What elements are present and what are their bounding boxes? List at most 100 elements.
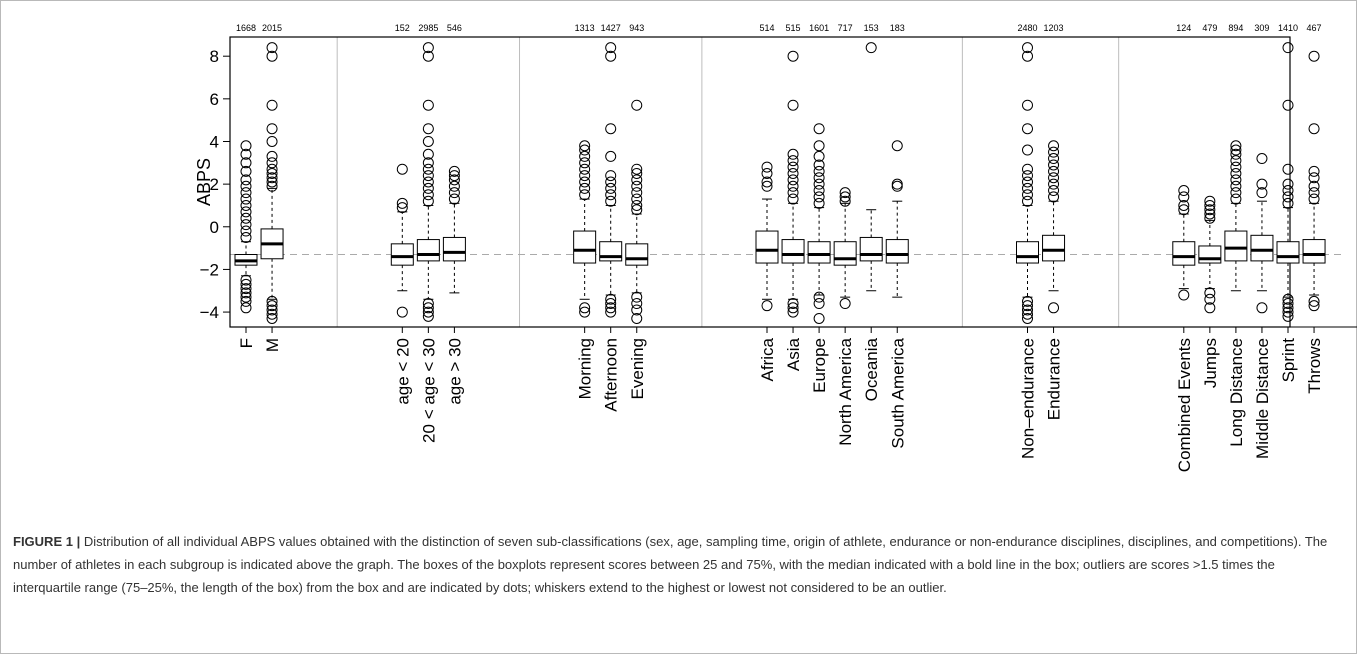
outlier-point (813, 197, 825, 209)
box-f: 1668 F (234, 23, 258, 348)
outlier-point (1048, 302, 1060, 314)
outlier-point (1308, 165, 1320, 177)
outlier-point (1282, 302, 1294, 314)
outlier-point (422, 298, 434, 310)
category-label: Jumps (1201, 338, 1220, 388)
outlier-point (813, 165, 825, 177)
count-label: 1427 (601, 23, 621, 33)
outlier-point (240, 187, 252, 199)
outlier-point (240, 193, 252, 205)
outlier-point (1308, 300, 1320, 312)
outlier-point (448, 187, 460, 199)
outlier-point (266, 312, 278, 324)
box-iqr (833, 241, 857, 266)
outlier-point (1022, 163, 1033, 175)
count-label: 514 (759, 23, 774, 33)
outlier-point (1204, 199, 1216, 211)
box-iqr (390, 243, 414, 266)
outlier-point (1256, 178, 1268, 190)
outlier-point (422, 123, 434, 135)
outlier-point (865, 42, 877, 54)
y-axis-label: ABPS (194, 158, 214, 206)
count-label: 479 (1202, 23, 1217, 33)
outlier-point (605, 182, 617, 194)
outlier-point (422, 99, 434, 111)
outlier-point (605, 306, 617, 318)
outlier-point (1178, 185, 1190, 197)
outlier-point (422, 50, 434, 62)
outlier-point (813, 298, 825, 310)
outlier-point (1230, 140, 1242, 152)
outlier-point (1256, 187, 1268, 199)
box-iqr (1198, 245, 1222, 264)
outlier-point (266, 157, 278, 169)
caption-text: Distribution of all individual ABPS valu… (13, 534, 1328, 595)
outlier-point (1022, 312, 1033, 324)
outlier-point (761, 167, 773, 179)
box-africa: 514 Africa (755, 23, 779, 381)
count-label: 1668 (236, 23, 256, 33)
outlier-point (579, 140, 591, 152)
outlier-point (240, 219, 252, 231)
outlier-point (422, 135, 434, 147)
outlier-point (240, 283, 252, 295)
outlier-point (631, 99, 643, 111)
outlier-point (1204, 204, 1216, 216)
outlier-point (422, 42, 434, 54)
y-tick-label: 0 (210, 218, 219, 237)
outlier-point (813, 123, 825, 135)
outlier-point (813, 159, 825, 171)
outlier-point (1230, 155, 1242, 167)
box-endurance: 1203 Endurance (1042, 23, 1066, 420)
outlier-point (761, 180, 773, 192)
outlier-point (1048, 191, 1060, 203)
outlier-point (422, 310, 434, 322)
outlier-point (605, 50, 617, 62)
outlier-point (1230, 161, 1242, 173)
box-north-america: 717 North America (833, 23, 857, 446)
outlier-point (1022, 295, 1033, 307)
outlier-point (631, 291, 643, 303)
outlier-point (631, 312, 643, 324)
count-label: 894 (1228, 23, 1243, 33)
outlier-point (787, 298, 799, 310)
outlier-point (266, 50, 278, 62)
count-label: 152 (395, 23, 410, 33)
box-iqr (625, 243, 649, 266)
outlier-point (240, 278, 252, 290)
outlier-point (579, 306, 591, 318)
box-iqr (885, 239, 909, 264)
outlier-point (787, 174, 799, 186)
outlier-point (1230, 167, 1242, 179)
outlier-point (396, 197, 408, 209)
outlier-point (396, 163, 408, 175)
outlier-point (266, 172, 278, 184)
outlier-point (240, 206, 252, 218)
outlier-point (266, 180, 278, 192)
outlier-point (1204, 212, 1216, 224)
box-iqr (1276, 241, 1300, 264)
category-label: age < 20 (393, 338, 412, 405)
outlier-point (1022, 99, 1033, 111)
outlier-point (579, 189, 591, 201)
outlier-point (240, 180, 252, 192)
box-sprint: 1410 Sprint (1276, 23, 1300, 382)
outlier-point (1282, 310, 1294, 322)
outlier-point (240, 140, 252, 152)
outlier-point (579, 176, 591, 188)
outlier-point (422, 189, 434, 201)
box-20-age-30: 2985 20 < age < 30 (416, 23, 440, 443)
box-m: 2015 M (260, 23, 284, 352)
category-label: Long Distance (1227, 338, 1246, 447)
outlier-point (1282, 298, 1294, 310)
outlier-point (631, 193, 643, 205)
outlier-point (787, 302, 799, 314)
box-afternoon: 1427 Afternoon (599, 23, 623, 412)
box-iqr (573, 230, 597, 264)
outlier-point (579, 144, 591, 156)
outlier-point (631, 199, 643, 211)
outlier-point (1230, 193, 1242, 205)
box-iqr (755, 230, 779, 264)
count-label: 943 (629, 23, 644, 33)
